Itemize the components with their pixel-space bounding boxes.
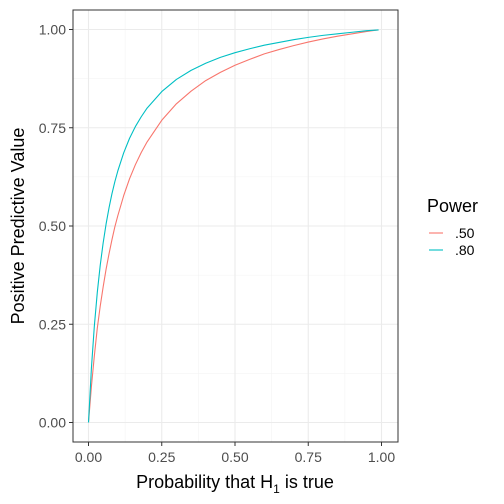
x-tick-label: 0.25 [148, 449, 175, 465]
y-tick-label: 0.50 [39, 218, 66, 234]
x-tick-label: 0.00 [75, 449, 102, 465]
legend-label-p80: .80 [455, 242, 475, 258]
y-axis-title: Positive Predictive Value [8, 128, 28, 325]
axes: 0.00 0.25 0.50 0.75 1.00 0.00 0.25 0.50 0.75 1.00 [39, 22, 396, 466]
y-tick-label: 1.00 [39, 22, 66, 38]
series-lines [87, 29, 379, 423]
y-tick-label: 0.00 [39, 415, 66, 431]
series-line-p50 [87, 29, 379, 423]
legend-label-p50: .50 [455, 225, 475, 241]
x-tick-label: 0.50 [221, 449, 248, 465]
legend-title: Power [427, 196, 478, 216]
series-line-p80 [87, 29, 379, 423]
x-tick-label: 0.75 [295, 449, 322, 465]
plot-border [72, 9, 399, 443]
grid [73, 10, 398, 442]
x-tick-label: 1.00 [368, 449, 395, 465]
x-axis-title: Probability that H1 is true [136, 472, 334, 496]
y-tick-label: 0.25 [39, 316, 66, 332]
legend: Power .50.80 [427, 196, 478, 258]
y-tick-label: 0.75 [39, 120, 66, 136]
